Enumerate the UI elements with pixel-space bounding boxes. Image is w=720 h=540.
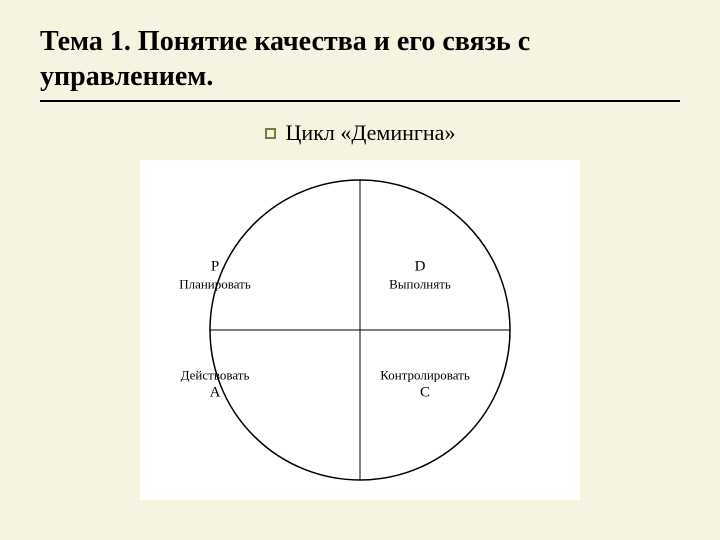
circle-svg — [200, 170, 520, 490]
deming-cycle-diagram: P Планировать D Выполнять Действовать A … — [140, 160, 580, 500]
quadrant-check: Контролировать C — [355, 368, 495, 403]
bullet-icon — [265, 128, 276, 139]
title-block: Тема 1. Понятие качества и его связь с у… — [40, 24, 680, 102]
quadrant-do-letter: D — [350, 258, 490, 277]
quadrant-plan-letter: P — [145, 258, 285, 277]
title-underline — [40, 100, 680, 102]
quadrant-do: D Выполнять — [350, 258, 490, 293]
quadrant-plan-word: Планировать — [145, 276, 285, 292]
quadrant-act-letter: A — [145, 384, 285, 403]
subtitle: Цикл «Демингна» — [286, 120, 456, 146]
quadrant-act: Действовать A — [145, 368, 285, 403]
quadrant-check-letter: C — [355, 384, 495, 403]
quadrant-act-word: Действовать — [145, 368, 285, 384]
slide: Тема 1. Понятие качества и его связь с у… — [0, 0, 720, 540]
subtitle-row: Цикл «Демингна» — [40, 120, 680, 146]
quadrant-do-word: Выполнять — [350, 276, 490, 292]
quadrant-check-word: Контролировать — [355, 368, 495, 384]
page-title: Тема 1. Понятие качества и его связь с у… — [40, 24, 680, 94]
quadrant-plan: P Планировать — [145, 258, 285, 293]
